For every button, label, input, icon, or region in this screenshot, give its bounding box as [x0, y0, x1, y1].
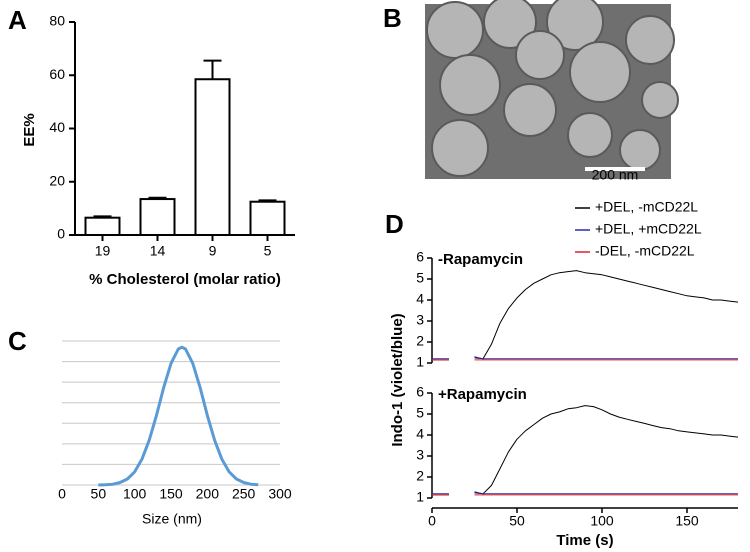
panel-label: B: [383, 3, 402, 33]
y-tick-label: 2: [416, 468, 424, 484]
y-tick-label: 40: [49, 119, 65, 135]
legend-label: +DEL, -mCD22L: [595, 199, 698, 215]
panel-label: C: [8, 326, 27, 356]
panel-title: -Rapamycin: [438, 251, 523, 268]
x-tick-label: 0: [428, 513, 436, 529]
panel-title: +Rapamycin: [438, 386, 527, 403]
x-tick-label: 150: [675, 513, 699, 529]
x-tick-label: 19: [95, 243, 111, 259]
x-axis-label: % Cholesterol (molar ratio): [89, 271, 281, 288]
x-tick-label: 0: [58, 486, 66, 502]
panel-label: D: [385, 209, 404, 239]
y-tick-label: 6: [416, 249, 424, 265]
trace: [432, 405, 739, 496]
y-axis-label: Indo-1 (violet/blue): [389, 313, 406, 446]
x-tick-label: 100: [123, 486, 147, 502]
tem-image: [425, 0, 679, 179]
legend-label: -DEL, -mCD22L: [595, 243, 695, 259]
y-tick-label: 3: [416, 447, 424, 463]
x-tick-label: 50: [509, 513, 525, 529]
x-tick-label: 50: [91, 486, 107, 502]
y-tick-label: 6: [416, 384, 424, 400]
bar: [194, 78, 231, 237]
x-tick-label: 200: [196, 486, 220, 502]
y-tick-label: 80: [49, 13, 65, 29]
x-tick-label: 250: [232, 486, 256, 502]
x-axis-label: Time (s): [556, 532, 613, 549]
y-tick-label: 2: [416, 333, 424, 349]
y-tick-label: 1: [416, 489, 424, 505]
y-axis-label: EE%: [21, 113, 38, 146]
y-tick-label: 5: [416, 270, 424, 286]
trace: [432, 491, 738, 495]
x-axis-label: Size (nm): [142, 511, 202, 527]
x-tick-label: 9: [209, 243, 217, 259]
x-tick-label: 14: [150, 243, 166, 259]
y-tick-label: 0: [57, 226, 65, 242]
bar: [84, 216, 121, 237]
y-tick-label: 3: [416, 312, 424, 328]
scale-bar-label: 200 nm: [592, 167, 639, 183]
trace: [432, 356, 738, 360]
x-tick-label: 300: [268, 486, 292, 502]
size-distribution: [98, 345, 259, 487]
y-tick-label: 1: [416, 354, 424, 370]
trace: [432, 270, 739, 361]
y-tick-label: 4: [416, 426, 424, 442]
bar: [139, 198, 176, 236]
y-tick-label: 60: [49, 66, 65, 82]
legend-label: +DEL, +mCD22L: [595, 221, 702, 237]
y-tick-label: 5: [416, 405, 424, 421]
panel-label: A: [8, 5, 27, 35]
x-tick-label: 100: [590, 513, 614, 529]
x-tick-label: 150: [159, 486, 183, 502]
y-tick-label: 4: [416, 291, 424, 307]
y-tick-label: 20: [49, 172, 65, 188]
x-tick-label: 5: [264, 243, 272, 259]
bar: [249, 200, 286, 236]
